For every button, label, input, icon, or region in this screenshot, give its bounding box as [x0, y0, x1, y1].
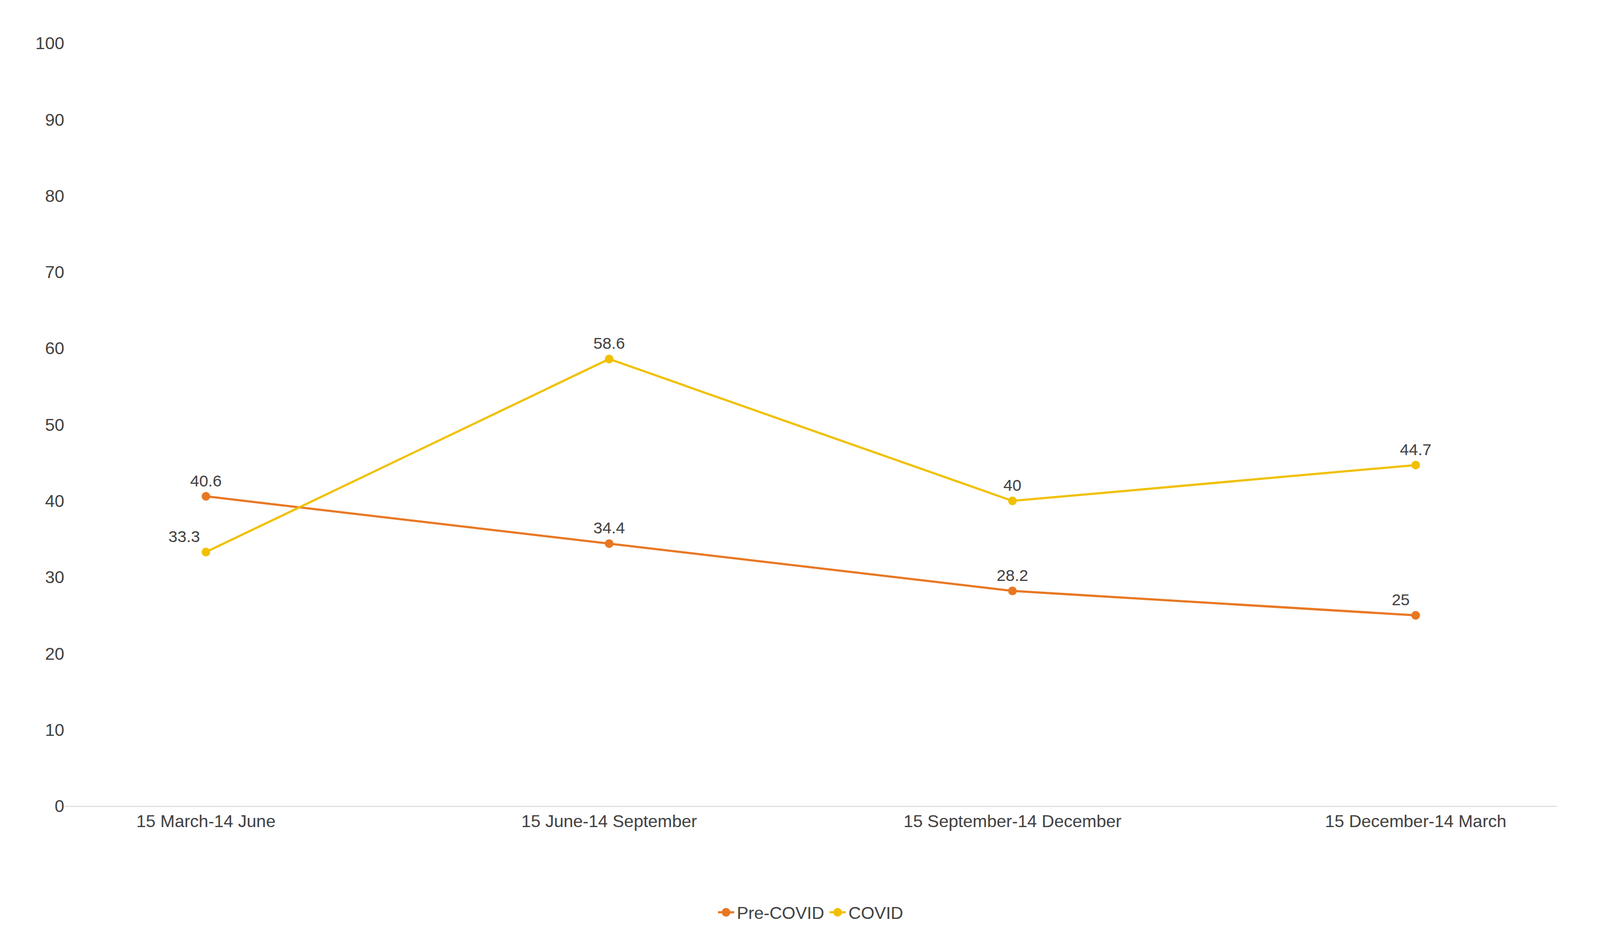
- svg-text:25: 25: [1391, 590, 1410, 609]
- svg-text:28.2: 28.2: [996, 566, 1028, 585]
- svg-text:COVID: COVID: [848, 903, 904, 923]
- svg-text:58.6: 58.6: [593, 334, 625, 352]
- svg-text:15 June-14 September: 15 June-14 September: [521, 811, 698, 831]
- svg-text:10: 10: [44, 720, 65, 740]
- svg-text:80: 80: [44, 186, 65, 206]
- svg-text:15 March-14 June: 15 March-14 June: [136, 811, 276, 831]
- svg-text:33.3: 33.3: [168, 527, 200, 546]
- svg-text:40: 40: [44, 491, 65, 511]
- svg-text:70: 70: [44, 262, 65, 282]
- svg-text:44.7: 44.7: [1399, 440, 1432, 459]
- svg-text:30: 30: [44, 567, 65, 587]
- svg-text:100: 100: [35, 33, 65, 53]
- svg-text:40.6: 40.6: [190, 471, 222, 490]
- svg-text:20: 20: [44, 643, 65, 664]
- svg-text:90: 90: [44, 110, 65, 130]
- svg-text:15 September-14 December: 15 September-14 December: [903, 811, 1122, 831]
- svg-text:60: 60: [44, 338, 65, 358]
- svg-text:50: 50: [44, 415, 65, 435]
- svg-text:34.4: 34.4: [593, 518, 625, 537]
- svg-text:40: 40: [1003, 476, 1022, 494]
- svg-text:15 December-14 March: 15 December-14 March: [1324, 811, 1507, 831]
- svg-text:0: 0: [54, 796, 65, 816]
- svg-text:Pre-COVID: Pre-COVID: [736, 903, 825, 923]
